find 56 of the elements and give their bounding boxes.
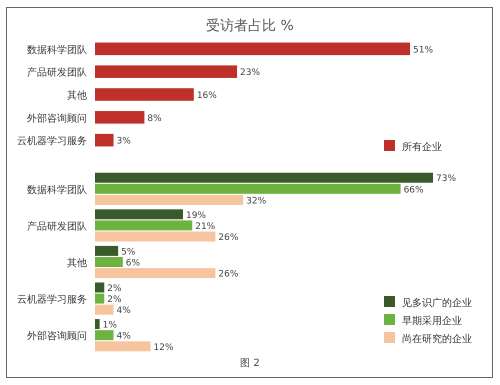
data-label: 4% xyxy=(116,332,132,342)
bar xyxy=(95,268,216,278)
data-label: 5% xyxy=(121,247,136,258)
data-label: 1% xyxy=(102,320,118,331)
data-label: 51% xyxy=(413,45,434,56)
bar xyxy=(95,220,192,230)
data-label: 2% xyxy=(107,284,122,294)
bar xyxy=(95,184,401,194)
data-label: 6% xyxy=(126,258,141,268)
data-label: 23% xyxy=(240,68,261,78)
data-label: 4% xyxy=(116,306,132,316)
bar xyxy=(95,246,118,256)
data-label: 21% xyxy=(195,222,216,232)
y-tick-label: 数据科学团队 xyxy=(27,44,87,56)
data-label: 73% xyxy=(436,174,456,184)
data-label: 8% xyxy=(147,114,162,124)
chart-title: 受访者占比 % xyxy=(206,18,294,34)
y-tick-label: 外部咨询顾问 xyxy=(27,112,87,124)
data-label: 12% xyxy=(154,342,174,353)
bar xyxy=(95,134,114,146)
bar xyxy=(95,282,104,292)
bar xyxy=(95,172,433,183)
bar xyxy=(95,330,114,340)
y-tick-label: 其他 xyxy=(67,257,87,269)
y-tick-label: 云机器学习服务 xyxy=(17,294,87,306)
bar xyxy=(95,294,104,304)
data-label: 3% xyxy=(116,136,132,147)
data-label: 19% xyxy=(186,210,206,221)
y-tick-label: 外部咨询顾问 xyxy=(27,330,87,342)
caption: 图 2 xyxy=(240,358,260,369)
legend-label: 尚在研究的企业 xyxy=(402,333,472,345)
bar xyxy=(95,304,114,315)
legend-label: 见多识广的企业 xyxy=(402,297,472,309)
data-label: 66% xyxy=(404,185,424,196)
data-label: 16% xyxy=(196,91,218,101)
bar xyxy=(95,341,151,352)
legend-label: 早期采用企业 xyxy=(402,315,462,327)
bar xyxy=(95,88,194,101)
bar xyxy=(95,232,216,242)
legend-label: 所有企业 xyxy=(402,141,442,153)
y-tick-label: 产品研发团队 xyxy=(27,66,87,79)
data-label: 2% xyxy=(107,295,122,306)
bar xyxy=(95,42,410,56)
bar xyxy=(95,257,123,267)
y-tick-label: 数据科学团队 xyxy=(27,184,87,196)
data-label: 26% xyxy=(218,270,239,280)
bar xyxy=(95,209,183,220)
y-tick-label: 产品研发团队 xyxy=(27,220,87,232)
bar xyxy=(95,65,238,78)
data-label: 26% xyxy=(218,233,239,244)
bar xyxy=(95,319,100,330)
data-label: 32% xyxy=(246,196,267,206)
bar xyxy=(95,111,144,124)
y-tick-label: 其他 xyxy=(67,90,87,102)
y-tick-label: 云机器学习服务 xyxy=(17,135,87,148)
bar xyxy=(95,194,244,205)
